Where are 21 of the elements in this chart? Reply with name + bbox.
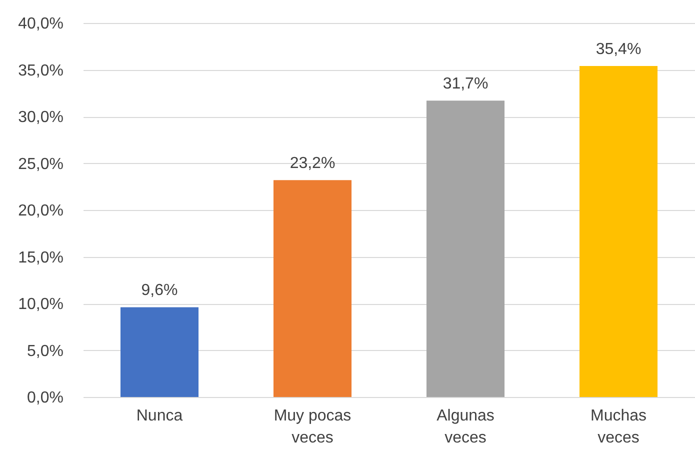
bar <box>120 307 199 397</box>
x-tick-label: Muchas veces <box>590 408 647 446</box>
bar <box>273 180 352 397</box>
data-label: 31,7% <box>442 76 488 93</box>
y-tick-label: 10,0% <box>18 296 64 313</box>
y-tick-label: 0,0% <box>27 390 64 406</box>
y-tick-label: 35,0% <box>18 62 64 80</box>
y-tick-label: 40,0% <box>18 16 64 32</box>
y-tick-label: 5,0% <box>27 342 64 360</box>
x-tick-label: Muy pocas veces <box>274 408 352 446</box>
y-tick-label: 15,0% <box>18 249 64 266</box>
bar <box>579 66 658 397</box>
x-tick-label: Nunca <box>136 408 183 424</box>
data-label: 23,2% <box>290 155 336 172</box>
y-tick-label: 20,0% <box>18 202 64 220</box>
bar <box>426 100 505 397</box>
data-label: 35,4% <box>596 41 642 58</box>
x-tick-label: Algunas veces <box>436 408 494 446</box>
y-tick-label: 25,0% <box>18 156 64 173</box>
data-label: 9,6% <box>141 282 178 300</box>
y-tick-label: 30,0% <box>18 109 64 126</box>
